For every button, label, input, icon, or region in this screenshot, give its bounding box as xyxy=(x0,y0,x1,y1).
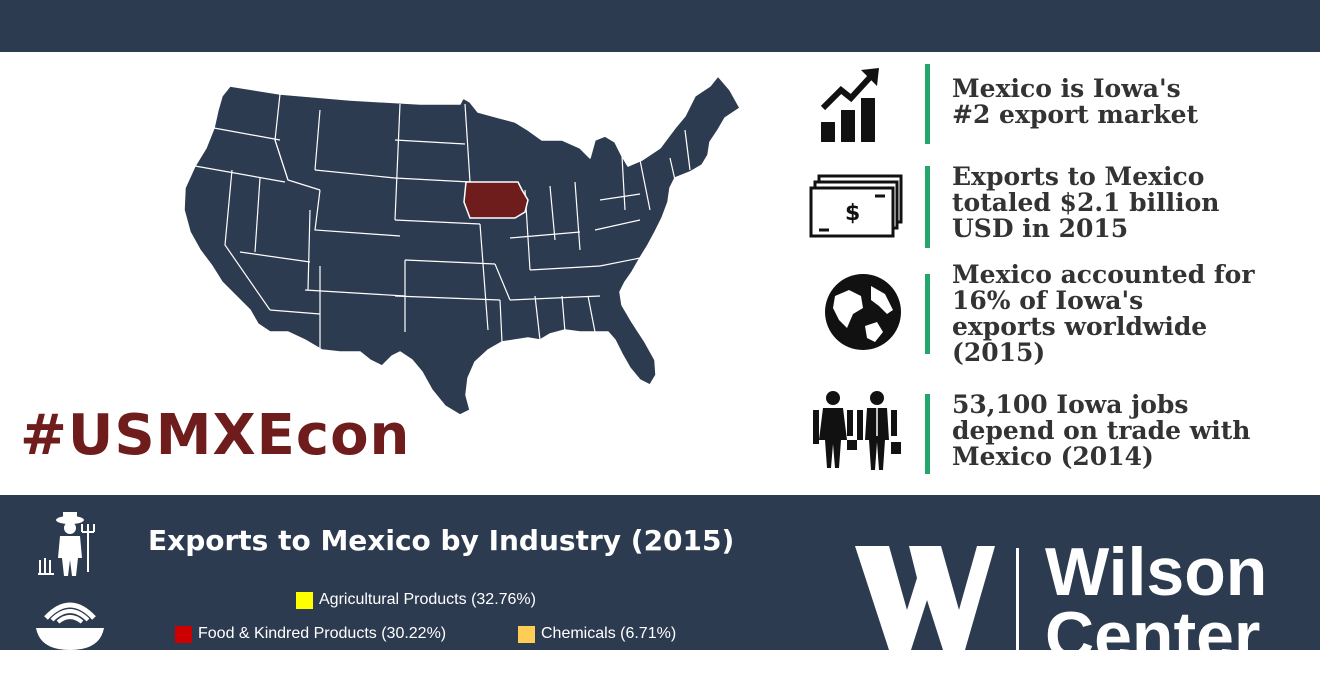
legend-label: Agricultural Products (32.76%) xyxy=(319,591,536,608)
fact-text: Mexico accounted for 16% of Iowa's expor… xyxy=(952,260,1255,367)
legend-label: Chemicals (6.71%) xyxy=(541,625,677,642)
hashtag-title: #USMXEcon xyxy=(20,403,411,468)
legend-chemicals: Chemicals (6.71%) xyxy=(518,625,676,643)
fact-text: Mexico is Iowa's #2 export market xyxy=(952,74,1199,129)
fact-divider xyxy=(925,274,930,354)
iowa-state xyxy=(463,181,529,219)
fact-export-share: Mexico accounted for 16% of Iowa's expor… xyxy=(805,262,1305,366)
us-map xyxy=(183,75,741,416)
fact-text: 53,100 Iowa jobs depend on trade with Me… xyxy=(952,390,1251,471)
industry-chart-title: Exports to Mexico by Industry (2015) xyxy=(148,524,735,557)
legend-food: Food & Kindred Products (30.22%) xyxy=(175,625,446,643)
legend-swatch xyxy=(296,591,313,609)
fact-divider xyxy=(925,166,930,248)
legend-agricultural: Agricultural Products (32.76%) xyxy=(296,591,536,609)
fact-export-market: Mexico is Iowa's #2 export market xyxy=(805,62,1305,144)
wilson-w-logo-icon xyxy=(855,546,995,650)
money-stack-icon: $ xyxy=(809,174,903,238)
fact-jobs: 53,100 Iowa jobs depend on trade with Me… xyxy=(805,390,1305,474)
svg-text:$: $ xyxy=(845,201,860,226)
farmer-icon xyxy=(38,512,95,576)
industry-section xyxy=(0,495,1320,650)
legend-swatch xyxy=(175,625,192,643)
fact-divider xyxy=(925,394,930,474)
us-map-outline xyxy=(183,75,741,416)
legend-label: Food & Kindred Products (30.22%) xyxy=(198,625,447,642)
globe-icon xyxy=(825,274,901,350)
legend-swatch xyxy=(518,625,535,643)
workers-icon xyxy=(813,391,901,470)
fact-divider xyxy=(925,64,930,144)
wilson-center-logo-text: Wilson Center xyxy=(1045,534,1268,674)
chart-growth-icon xyxy=(820,68,879,142)
food-bowl-icon xyxy=(36,602,104,650)
logo-divider xyxy=(1016,548,1019,668)
fact-export-total: $ Exports to Mexico totaled $2.1 billion… xyxy=(805,162,1305,248)
state-borders xyxy=(194,93,691,350)
fact-text: Exports to Mexico totaled $2.1 billion U… xyxy=(952,162,1220,243)
top-banner xyxy=(0,0,1320,52)
